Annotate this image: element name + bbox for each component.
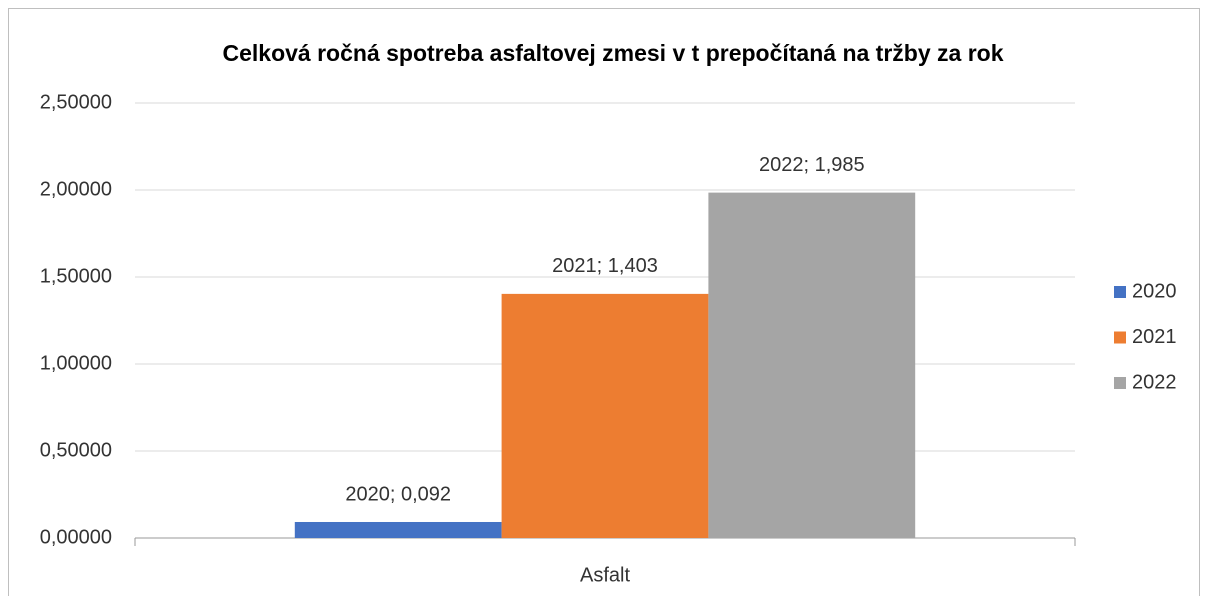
y-tick-label: 0,00000 <box>40 526 112 548</box>
data-label: 2022; 1,985 <box>759 154 865 176</box>
legend-label: 2020 <box>1132 280 1177 302</box>
legend-swatch <box>1114 377 1126 389</box>
legend-label: 2022 <box>1132 371 1177 393</box>
x-tick-label: Asfalt <box>580 564 630 586</box>
bar <box>294 521 502 538</box>
legend-swatch <box>1114 331 1126 344</box>
y-tick-label: 1,50000 <box>40 265 112 287</box>
legend-swatch <box>1114 286 1126 298</box>
y-tick-label: 1,00000 <box>40 352 112 374</box>
legend-label: 2021 <box>1132 326 1177 348</box>
data-label: 2020; 0,092 <box>345 483 451 505</box>
y-tick-label: 2,00000 <box>40 178 112 200</box>
y-tick-label: 0,50000 <box>40 439 112 461</box>
bar <box>501 293 709 538</box>
bar <box>708 192 916 539</box>
y-tick-label: 2,50000 <box>40 91 112 113</box>
chart-title: Celková ročná spotreba asfaltovej zmesi … <box>223 40 1004 66</box>
data-label: 2021; 1,403 <box>552 255 658 277</box>
